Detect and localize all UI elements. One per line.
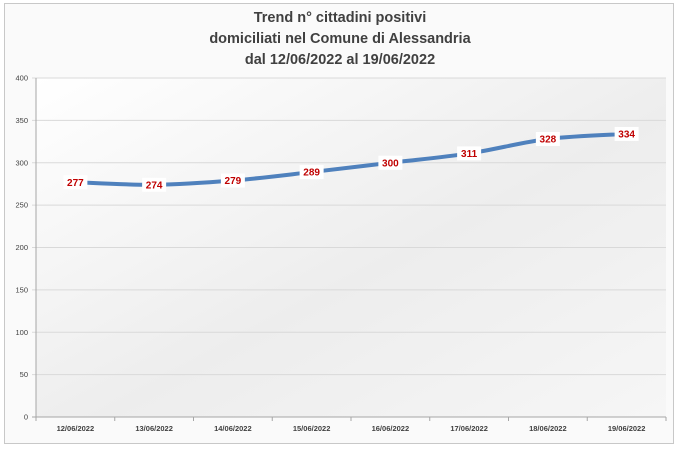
y-tick-label: 100	[15, 328, 28, 337]
data-label-text: 300	[382, 158, 399, 169]
data-label: 277	[63, 175, 88, 190]
y-tick-label: 250	[15, 201, 28, 210]
x-tick-label: 19/06/2022	[608, 424, 646, 433]
data-label: 334	[614, 126, 639, 141]
y-tick-label: 350	[15, 116, 28, 125]
data-label-text: 289	[303, 168, 320, 179]
data-label-text: 311	[461, 149, 478, 160]
y-tick-label: 150	[15, 285, 28, 294]
chart-title-line-2: domiciliati nel Comune di Alessandria	[209, 31, 471, 47]
data-label-box	[535, 132, 560, 147]
chart-title-line-1: Trend n° cittadini positivi	[253, 10, 427, 26]
data-label-box	[614, 126, 639, 141]
data-label-text: 279	[225, 176, 242, 187]
x-tick-label: 17/06/2022	[450, 424, 488, 433]
gridlines	[32, 77, 666, 418]
y-tick-label: 400	[15, 74, 28, 83]
data-label-box	[63, 175, 88, 190]
y-tick-label: 300	[15, 158, 28, 167]
data-label: 279	[220, 173, 245, 188]
data-label-box	[457, 146, 482, 161]
data-label-box	[220, 173, 245, 188]
data-label-text: 328	[540, 135, 557, 146]
y-tick-label: 0	[24, 413, 28, 422]
chart-title-line-3: dal 12/06/2022 al 19/06/2022	[244, 52, 436, 68]
data-label-text: 334	[618, 130, 635, 141]
y-tick-label: 50	[20, 370, 28, 379]
data-label: 300	[378, 155, 403, 170]
data-label: 274	[142, 177, 167, 192]
x-tick-label: 18/06/2022	[529, 424, 567, 433]
x-tick-label: 13/06/2022	[135, 424, 173, 433]
data-label: 328	[535, 132, 560, 147]
x-tick-label: 12/06/2022	[57, 424, 95, 433]
data-label-text: 277	[67, 178, 84, 189]
data-label-box	[142, 177, 167, 192]
x-tick-label: 14/06/2022	[214, 424, 252, 433]
chart-title: Trend n° cittadini positivi domiciliati …	[5, 8, 675, 71]
data-label: 289	[299, 165, 324, 180]
data-label-box	[299, 165, 324, 180]
x-axis: 12/06/2022 13/06/2022 14/06/2022 15/06/2022…	[35, 417, 667, 433]
data-label: 311	[457, 146, 482, 161]
data-label-text: 274	[146, 180, 163, 191]
data-label-box	[378, 155, 403, 170]
x-tick-label: 16/06/2022	[372, 424, 410, 433]
x-tick-label: 15/06/2022	[293, 424, 331, 433]
y-tick-label: 200	[15, 243, 28, 252]
data-labels: 277 274 279 289 300 311 328 334	[63, 126, 639, 192]
y-axis: 0 50 100 150 200 250 300 350 400	[15, 74, 37, 422]
